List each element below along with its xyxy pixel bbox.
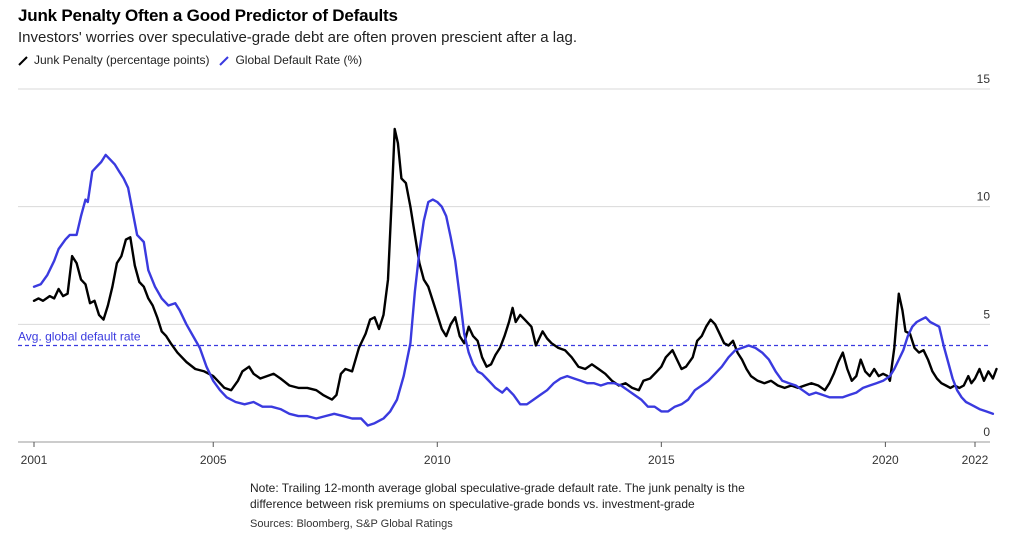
x-tick-label-2022: 2022: [962, 453, 989, 467]
chart-legend: Junk Penalty (percentage points) Global …: [18, 53, 372, 67]
y-tick-label-5: 5: [983, 307, 990, 321]
x-axis: 2001 2005 2010 2015 2020 2022: [21, 442, 989, 467]
chart-note: Note: Trailing 12-month average global s…: [250, 480, 810, 512]
series-line-junk: [32, 127, 998, 401]
series-line-default: [32, 153, 995, 427]
y-tick-label-0: 0: [983, 425, 990, 439]
y-tick-label-15: 15: [977, 72, 991, 86]
grid-lines: [18, 88, 990, 443]
legend-label-junk: Junk Penalty (percentage points): [34, 53, 210, 67]
y-axis-labels: 0 5 10 15: [977, 72, 991, 439]
x-tick-label-2005: 2005: [200, 453, 227, 467]
y-tick-label-10: 10: [977, 190, 991, 204]
chart-title: Junk Penalty Often a Good Predictor of D…: [18, 6, 398, 25]
note-line-2: difference between risk premiums on spec…: [250, 497, 695, 511]
legend-item-default-rate: Global Default Rate (%): [219, 53, 362, 67]
x-tick-label-2015: 2015: [648, 453, 675, 467]
legend-swatch-junk: [18, 56, 28, 66]
avg-default-label: Avg. global default rate: [18, 330, 141, 344]
x-tick-label-2020: 2020: [872, 453, 899, 467]
x-tick-label-2001: 2001: [21, 453, 48, 467]
legend-swatch-default: [219, 56, 230, 66]
legend-label-default: Global Default Rate (%): [235, 53, 363, 67]
x-tick-label-2010: 2010: [424, 453, 451, 467]
chart-sources: Sources: Bloomberg, S&P Global Ratings: [250, 518, 453, 530]
avg-default-annotation: Avg. global default rate: [18, 330, 990, 347]
chart-subtitle: Investors' worries over speculative-grad…: [18, 29, 577, 46]
legend-item-junk-penalty: Junk Penalty (percentage points): [18, 53, 209, 67]
series-lines: [32, 127, 998, 427]
note-line-1: Note: Trailing 12-month average global s…: [250, 481, 745, 495]
